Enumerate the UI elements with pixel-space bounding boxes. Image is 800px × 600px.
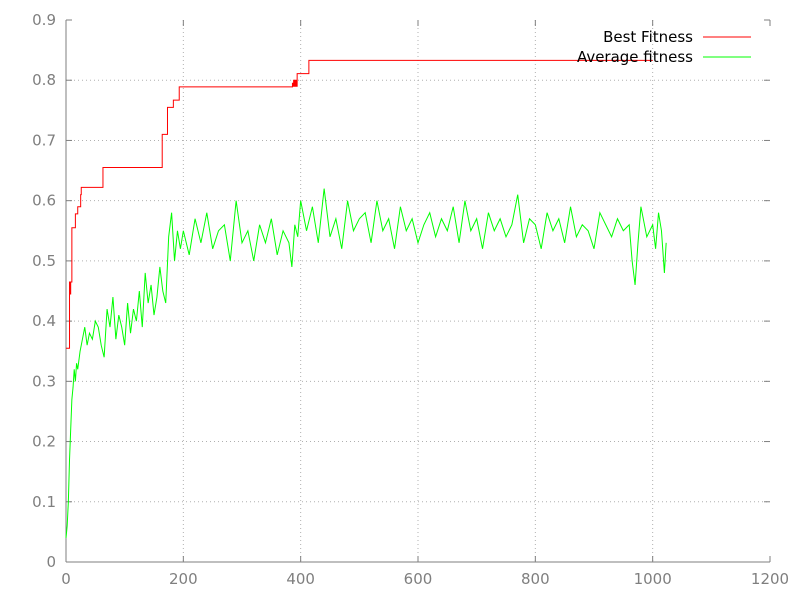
legend: Best Fitness Average fitness [577, 28, 751, 66]
x-tick-label: 1200 [751, 570, 789, 588]
y-tick-label: 0.6 [32, 192, 56, 210]
x-tick-label: 200 [169, 570, 198, 588]
series-line-best-fitness [66, 59, 653, 349]
y-tick-label: 0.2 [32, 433, 56, 451]
y-tick-label: 0.8 [32, 71, 56, 89]
y-tick-label: 0 [46, 553, 56, 571]
y-tick-label: 0.3 [32, 372, 56, 390]
x-tick-label: 0 [61, 570, 71, 588]
y-tick-label: 0.7 [32, 131, 56, 149]
x-tick-label: 800 [521, 570, 550, 588]
legend-label-best-fitness: Best Fitness [603, 28, 693, 46]
x-tick-label: 1000 [634, 570, 672, 588]
x-tick-label: 600 [404, 570, 433, 588]
series-line-average-fitness [65, 188, 667, 538]
grid-lines [66, 20, 770, 562]
y-tick-label: 0.4 [32, 312, 56, 330]
y-tick-label: 0.5 [32, 252, 56, 270]
axes [65, 19, 771, 563]
y-tick-label: 0.1 [32, 493, 56, 511]
plot-area [65, 59, 667, 538]
x-tick-label: 400 [286, 570, 315, 588]
tick-labels: 0 0.1 0.2 0.3 0.4 0.5 0.6 0.7 0.8 0.9 0 200 400 600 80… [32, 11, 789, 588]
legend-label-average-fitness: Average fitness [577, 48, 693, 66]
y-tick-label: 0.9 [32, 11, 56, 29]
